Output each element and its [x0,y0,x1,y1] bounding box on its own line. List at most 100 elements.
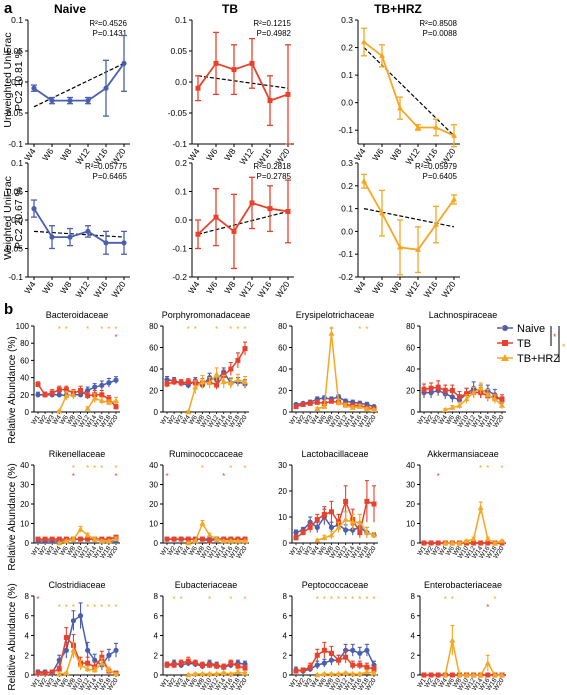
legend-hrz-label: TB+HRZ [517,353,560,365]
data-point [314,537,321,543]
y-tick-label: 0.2 [341,181,353,191]
y-tick-label: 6 [411,612,416,621]
x-tick-label: W20 [109,279,127,299]
x-tick-label: W6 [445,677,457,689]
legend-naive-marker [502,325,508,331]
stat-annotation: P=0.1431 [93,29,128,38]
data-point [103,85,109,91]
x-tick-label: W4 [438,545,450,557]
x-tick-label: W8 [452,677,464,689]
data-point [84,405,91,411]
series-line [197,62,289,102]
data-point [343,527,349,533]
panel-b-ylabel-row3: Relative Abundance (%) [7,583,18,690]
data-point [349,519,356,525]
x-tick-label: W4 [438,414,450,426]
chart-title: Bacteroidaceae [46,310,109,320]
data-point [78,388,84,393]
data-point [363,668,370,675]
significance-marker: * [358,325,361,334]
data-point [178,536,184,542]
stat-annotation: R²=0.1215 [253,19,291,28]
x-tick-label: W3 [173,414,185,426]
data-point [379,52,385,59]
data-point [463,671,470,678]
significance-marker: * [323,595,326,604]
x-tick-label: W6 [188,545,200,557]
x-tick-label: W6 [370,279,386,295]
x-tick-label: W8 [324,414,336,426]
data-point [433,221,439,227]
x-tick-label: W6 [188,677,200,689]
data-point [103,240,109,246]
y-tick-label: 4 [283,632,288,641]
y-tick-label: 6 [25,612,30,621]
x-tick-label: W1 [288,545,300,557]
x-tick-label: W4 [310,677,322,689]
y-tick-label: 0.3 [341,158,353,168]
data-point [92,657,98,663]
data-point [371,669,377,676]
y-tick-label: 10 [20,520,29,529]
y-tick-label: 0.1 [11,15,23,25]
data-point [35,381,41,387]
significance-marker: * [486,603,489,612]
x-tick-label: W8 [452,414,464,426]
x-tick-label: W1 [288,677,300,689]
data-point [477,385,484,391]
y-tick-label: 60 [406,344,415,353]
data-point [435,540,441,546]
y-tick-label: 0.2 [175,158,187,168]
data-point [336,657,342,663]
data-point [451,196,457,202]
data-point [242,537,248,544]
y-tick-label: 0.0 [11,215,23,225]
b-chart-9: Clostridiaceae02468W1W2W3W4W6W8W10W12W14… [25,580,120,692]
data-point [428,540,434,546]
trend-line [197,75,289,89]
y-tick-label: 80 [20,339,29,348]
data-point [113,377,119,383]
y-tick-label: 0 [154,539,159,548]
y-tick-label: -0.1 [338,249,353,259]
y-tick-label: 20 [406,500,415,509]
column-title-naive: Naive [54,2,86,16]
data-point [491,395,498,402]
data-point [63,387,69,393]
significance-marker: * [114,464,117,473]
significance-marker: * [180,595,183,604]
y-tick-label: 40 [20,461,29,470]
data-point [470,389,477,395]
data-point [63,392,70,398]
data-point [285,91,291,97]
trend-line [33,62,125,108]
significance-marker: * [500,464,503,473]
stat-annotation: P=0.0088 [423,29,458,38]
series-line [317,333,375,411]
data-point [220,537,227,544]
x-tick-label: W8 [324,677,336,689]
significance-marker: * [229,464,232,473]
y-tick-label: 0 [283,408,288,417]
significance-marker: * [486,464,489,473]
stat-annotation: R²=0.2818 [253,162,291,171]
x-tick-label: W4 [181,414,193,426]
data-point [199,536,205,542]
data-point [70,391,77,397]
data-point [192,537,199,544]
y-tick-label: 20 [278,487,287,496]
significance-marker: * [215,325,218,334]
y-tick-label: 60 [278,344,287,353]
series-line [33,208,124,244]
data-point [242,669,248,676]
x-tick-label: W8 [66,545,78,557]
a-chart-r2-c3: -0.2 -0.1 0.0 0.1 0.2 0.3 W4 W6 W8 W12 W16 W20 R²=0.… [338,158,460,299]
chart-title: Rikenellaceae [49,449,106,459]
x-tick-label: W8 [195,545,207,557]
significance-marker: * [93,603,96,612]
y-tick-label: 0 [283,671,288,680]
data-point [84,665,91,672]
y-tick-label: 80 [278,322,287,331]
x-tick-label: W1 [159,677,171,689]
data-point [356,519,363,525]
